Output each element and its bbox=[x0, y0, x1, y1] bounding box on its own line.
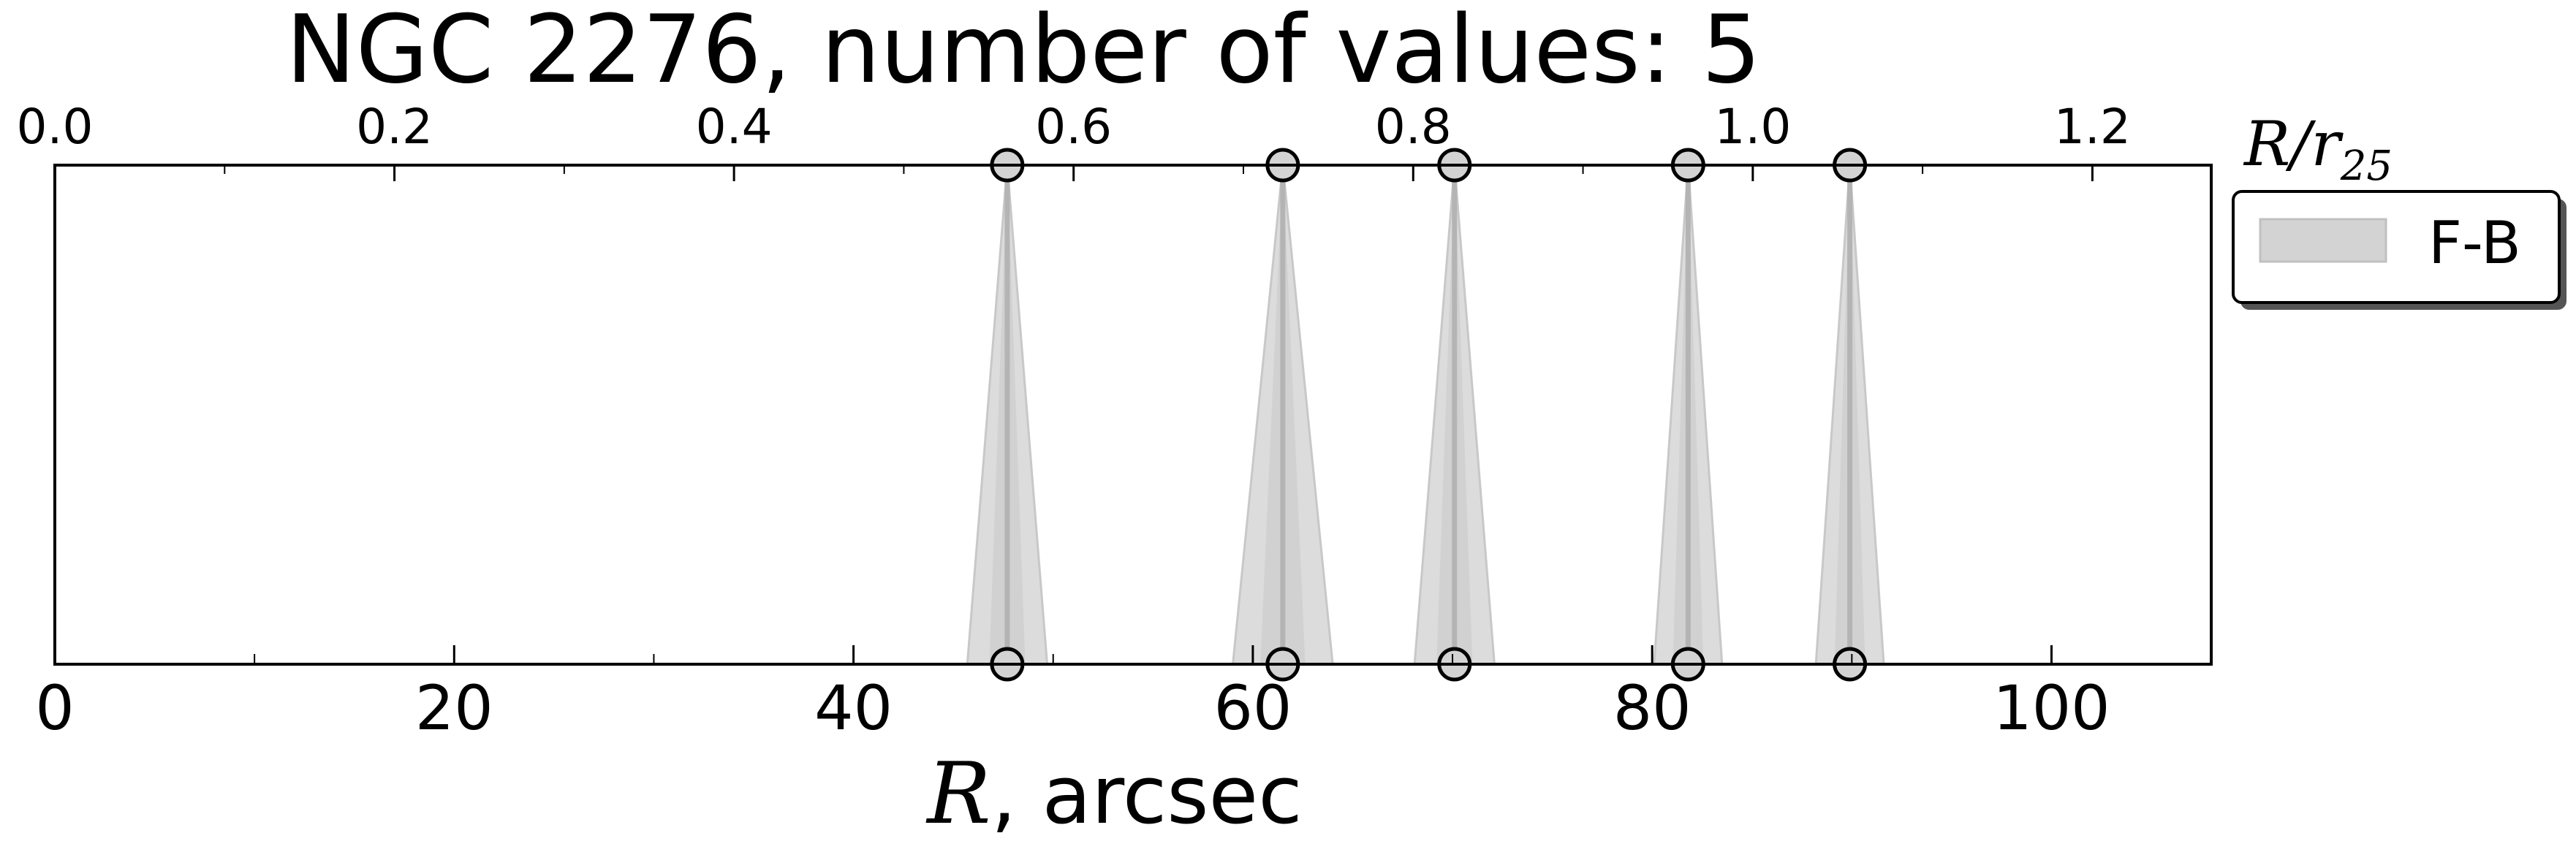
top-axis-label-sub: 25 bbox=[2340, 142, 2393, 190]
x-axis-label: R, arcsec bbox=[925, 745, 1302, 843]
axis-ticks bbox=[53, 165, 2094, 664]
legend: F-B bbox=[2232, 190, 2566, 310]
legend-swatch-f-b bbox=[2259, 218, 2387, 263]
chart-title: NGC 2276, number of values: 5 bbox=[286, 0, 1761, 104]
top-axis-label-base: R/r bbox=[2243, 108, 2344, 180]
top-tick-label-4: 0.8 bbox=[1375, 99, 1452, 155]
x-tick-labels: 0 20 40 60 80 100 bbox=[35, 672, 2110, 744]
top-tick-label-2: 0.4 bbox=[696, 99, 773, 155]
x-tick-label-2: 40 bbox=[814, 672, 893, 744]
x-tick-label-5: 100 bbox=[1993, 672, 2110, 744]
top-tick-label-3: 0.6 bbox=[1035, 99, 1112, 155]
x-tick-label-4: 80 bbox=[1613, 672, 1692, 744]
legend-label-f-b: F-B bbox=[2428, 209, 2521, 277]
top-tick-label-1: 0.2 bbox=[356, 99, 433, 155]
plot-marks bbox=[966, 148, 1885, 682]
top-tick-label-5: 1.0 bbox=[1714, 99, 1791, 155]
top-tick-label-6: 1.2 bbox=[2054, 99, 2131, 155]
top-tick-label-0: 0.0 bbox=[17, 99, 94, 155]
x-tick-label-3: 60 bbox=[1213, 672, 1292, 744]
x-tick-label-0: 0 bbox=[35, 672, 74, 744]
x-axis-label-symbol: R bbox=[925, 745, 990, 843]
top-x-tick-labels: 0.0 0.2 0.4 0.6 0.8 1.0 1.2 bbox=[17, 99, 2131, 155]
x-tick-label-1: 20 bbox=[415, 672, 493, 744]
plot-frame bbox=[53, 164, 2213, 666]
x-axis-label-unit: , arcsec bbox=[991, 748, 1303, 842]
top-axis-label: R/r25 bbox=[2243, 108, 2393, 190]
